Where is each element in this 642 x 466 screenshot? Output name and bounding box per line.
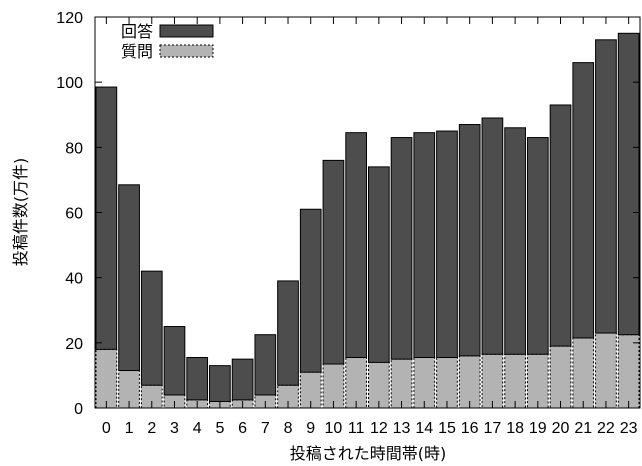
bar-question-13 <box>390 358 413 409</box>
x-tick-label: 19 <box>529 420 547 437</box>
y-axis-title: 投稿件数(万件) <box>11 158 30 267</box>
x-tick-label: 8 <box>284 420 293 437</box>
bar-answer-10 <box>322 159 345 365</box>
legend-label-question: 質問 <box>121 42 153 61</box>
bar-answer-9 <box>299 208 322 373</box>
bar-answer-4 <box>186 356 209 401</box>
y-tick-label: 0 <box>74 401 83 418</box>
bar-question-21 <box>572 337 595 409</box>
bar-answer-12 <box>368 166 390 363</box>
x-tick-label: 16 <box>461 420 479 437</box>
bar-question-10 <box>322 363 345 409</box>
bar-answer-6 <box>231 358 254 401</box>
y-tick-label: 80 <box>65 140 83 157</box>
bar-question-17 <box>481 353 504 409</box>
legend-swatch-answer <box>159 24 214 38</box>
bar-question-23 <box>617 334 640 409</box>
x-tick-label: 13 <box>393 420 411 437</box>
y-tick-label: 40 <box>65 271 83 288</box>
x-tick-label: 11 <box>348 420 365 437</box>
x-tick-label: 6 <box>238 420 247 437</box>
bar-answer-21 <box>572 62 595 339</box>
x-tick-label: 5 <box>215 420 224 437</box>
bar-question-11 <box>345 356 367 409</box>
legend-swatch-question <box>159 44 214 58</box>
bar-question-19 <box>526 353 549 409</box>
bar-answer-13 <box>390 137 413 360</box>
x-tick-label: 14 <box>415 420 433 437</box>
y-tick-label: 100 <box>56 75 83 92</box>
x-tick-label: 9 <box>306 420 315 437</box>
bar-question-22 <box>595 332 617 409</box>
x-tick-label: 0 <box>102 420 111 437</box>
y-tick-label: 20 <box>65 336 83 353</box>
bar-answer-15 <box>436 130 458 358</box>
x-tick-label: 2 <box>147 420 156 437</box>
x-tick-label: 15 <box>438 420 456 437</box>
bar-question-20 <box>549 345 572 409</box>
bars-layer <box>95 32 640 409</box>
bar-question-0 <box>95 348 118 409</box>
bar-answer-14 <box>413 132 436 358</box>
x-tick-label: 7 <box>261 420 270 437</box>
plot-frame <box>94 16 641 409</box>
y-tick-label: 60 <box>65 206 83 223</box>
bar-question-16 <box>458 355 481 409</box>
bar-answer-5 <box>209 365 231 402</box>
x-tick-label: 10 <box>325 420 343 437</box>
bar-answer-19 <box>526 137 549 355</box>
x-tick-label: 12 <box>370 420 388 437</box>
bar-answer-17 <box>481 117 504 355</box>
bar-answer-23 <box>617 32 640 336</box>
x-tick-label: 21 <box>574 420 592 437</box>
x-tick-label: 23 <box>620 420 638 437</box>
y-tick-label: 120 <box>56 10 83 27</box>
x-tick-label: 18 <box>506 420 524 437</box>
bar-question-14 <box>413 356 436 409</box>
x-tick-label: 4 <box>193 420 202 437</box>
x-tick-label: 1 <box>125 420 134 437</box>
bar-answer-22 <box>595 39 617 334</box>
x-tick-label: 3 <box>170 420 179 437</box>
x-tick-label: 17 <box>483 420 501 437</box>
bar-answer-20 <box>549 104 572 347</box>
bar-question-15 <box>436 356 458 409</box>
bar-answer-0 <box>95 86 118 350</box>
bar-answer-18 <box>504 127 526 355</box>
x-tick-label: 22 <box>597 420 615 437</box>
bar-answer-11 <box>345 132 367 358</box>
y-axis-title-group: 投稿件数(万件) <box>11 158 30 267</box>
bar-question-9 <box>299 371 322 409</box>
legend-label-answer: 回答 <box>121 22 153 41</box>
bar-answer-16 <box>458 124 481 357</box>
bar-answer-1 <box>118 184 140 372</box>
bar-answer-8 <box>277 280 299 386</box>
bar-answer-2 <box>140 270 163 386</box>
bar-answer-7 <box>254 334 277 396</box>
x-tick-label: 20 <box>552 420 570 437</box>
bar-question-18 <box>504 353 526 409</box>
x-axis-title: 投稿された時間帯(時) <box>290 444 447 463</box>
bar-answer-3 <box>163 326 186 396</box>
